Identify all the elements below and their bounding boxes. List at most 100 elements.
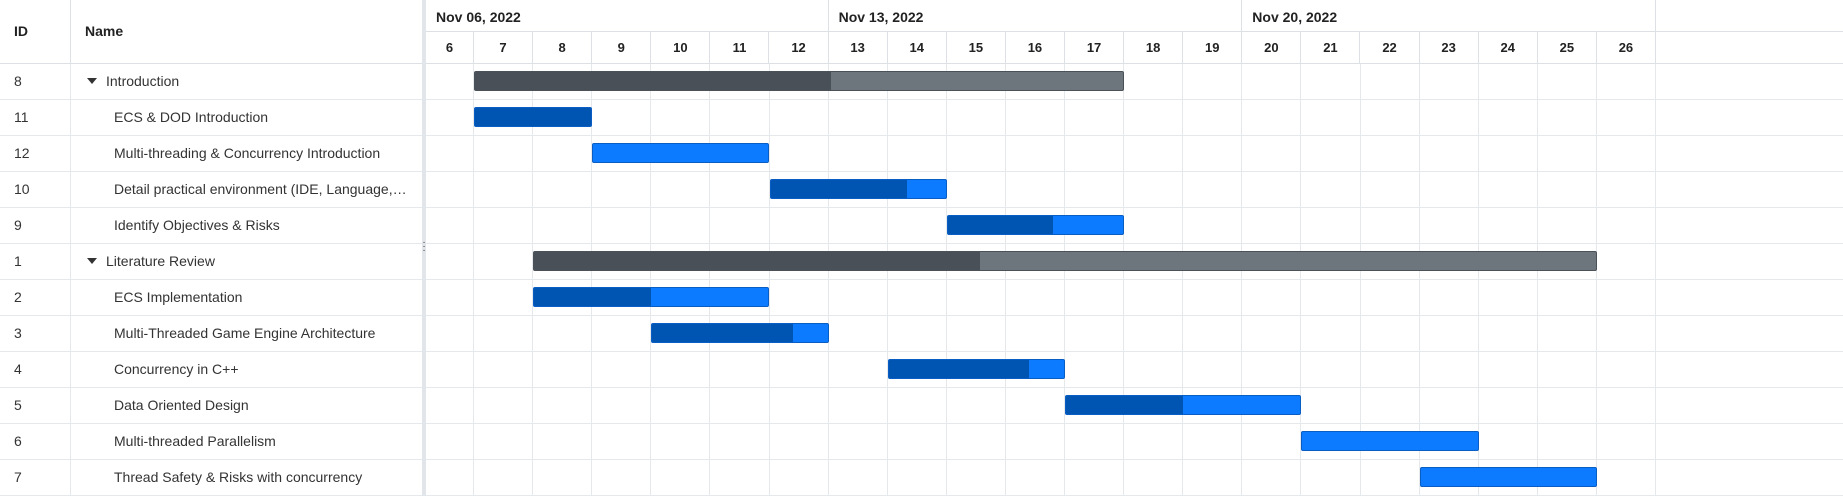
day-label: 6 [426, 32, 474, 63]
task-progress-fill [475, 108, 592, 126]
task-bar[interactable] [533, 287, 770, 307]
column-header-id[interactable]: ID [0, 0, 71, 63]
day-gridline [1655, 64, 1656, 496]
day-label: 14 [888, 32, 947, 63]
row-gridline [426, 423, 1843, 424]
day-gridline [591, 64, 593, 496]
task-name-label: Concurrency in C++ [114, 361, 239, 377]
task-grid: ID Name 8 Introduction 11 ECS & DOD Introdu… [0, 0, 422, 496]
summary-task-bar[interactable] [533, 251, 1597, 271]
summary-task-bar[interactable] [474, 71, 1125, 91]
task-name-label: Introduction [106, 73, 180, 89]
day-label: 20 [1242, 32, 1302, 63]
task-bar[interactable] [592, 143, 770, 163]
row-gridline [426, 315, 1843, 316]
day-label: 12 [770, 32, 829, 63]
task-name-label: Multi-threading & Concurrency Introducti… [114, 145, 381, 161]
day-gridline [1536, 64, 1538, 496]
day-label: 7 [474, 32, 534, 63]
task-bar[interactable] [1301, 431, 1479, 451]
task-row[interactable]: 5 Data Oriented Design [0, 388, 422, 424]
timeline-month-header: Nov 06, 2022 Nov 13, 2022 Nov 20, 2022 [426, 0, 1843, 32]
task-progress-fill [770, 180, 908, 198]
task-name-label: ECS & DOD Introduction [114, 109, 269, 125]
row-gridline [426, 99, 1843, 100]
task-id-cell: 4 [0, 352, 71, 387]
day-label: 16 [1006, 32, 1065, 63]
task-row[interactable]: 4 Concurrency in C++ [0, 352, 422, 388]
task-name-label: Detail practical environment (IDE, Langu… [114, 181, 422, 197]
task-id-cell: 7 [0, 460, 71, 495]
day-label: 23 [1420, 32, 1479, 63]
task-name-cell: Detail practical environment (IDE, Langu… [71, 172, 422, 207]
day-gridline [945, 64, 947, 496]
day-label: 17 [1065, 32, 1125, 63]
task-progress-fill [475, 72, 832, 90]
day-gridline [650, 64, 652, 496]
task-id-cell: 6 [0, 424, 71, 459]
task-name-label: Literature Review [106, 253, 215, 269]
collapse-caret-icon[interactable] [87, 258, 97, 264]
day-gridline [1123, 64, 1125, 496]
task-bar[interactable] [1419, 467, 1597, 487]
column-header-name[interactable]: Name [85, 23, 124, 39]
splitter-handle-icon[interactable]: · · · [422, 237, 426, 256]
task-row[interactable]: 10 Detail practical environment (IDE, Lan… [0, 172, 422, 208]
task-row[interactable]: 2 ECS Implementation [0, 280, 422, 316]
task-row[interactable]: 7 Thread Safety & Risks with concurrency [0, 460, 422, 496]
task-name-cell: Multi-threaded Parallelism [71, 424, 422, 459]
task-bar[interactable] [651, 323, 829, 343]
task-row[interactable]: 8 Introduction [0, 64, 422, 100]
task-row[interactable]: 3 Multi-Threaded Game Engine Architecture [0, 316, 422, 352]
row-gridline [426, 351, 1843, 352]
day-label: 22 [1361, 32, 1420, 63]
day-label: 10 [651, 32, 711, 63]
task-id-cell: 2 [0, 280, 71, 315]
day-gridline [709, 64, 711, 496]
row-gridline [426, 207, 1843, 208]
task-bar[interactable] [946, 215, 1125, 235]
day-gridline [1477, 64, 1479, 496]
row-gridline [426, 387, 1843, 388]
task-row[interactable]: 11 ECS & DOD Introduction [0, 100, 422, 136]
task-name-cell: Introduction [71, 64, 422, 99]
day-gridline [768, 64, 770, 496]
day-gridline [1064, 64, 1065, 496]
day-gridline [1359, 64, 1361, 496]
task-name-cell: Multi-Threaded Game Engine Architecture [71, 316, 422, 351]
task-name-label: Thread Safety & Risks with concurrency [114, 469, 363, 485]
task-name-cell: Literature Review [71, 244, 422, 279]
panel-splitter[interactable] [422, 0, 426, 496]
day-label: 19 [1183, 32, 1243, 63]
task-progress-fill [534, 288, 652, 306]
task-bar[interactable] [474, 107, 593, 127]
task-row[interactable]: 1 Literature Review [0, 244, 422, 280]
task-progress-fill [947, 216, 1053, 234]
task-row[interactable]: 6 Multi-threaded Parallelism [0, 424, 422, 460]
collapse-caret-icon[interactable] [87, 78, 97, 84]
day-label: 8 [533, 32, 593, 63]
day-gridline [1300, 64, 1302, 496]
row-gridline [426, 279, 1843, 280]
day-gridline [827, 64, 829, 496]
row-gridline [426, 135, 1843, 136]
task-progress-fill [1066, 396, 1184, 414]
task-name-cell: ECS & DOD Introduction [71, 100, 422, 135]
task-progress-fill [534, 252, 981, 270]
day-gridline [473, 64, 474, 496]
task-row[interactable]: 9 Identify Objectives & Risks [0, 208, 422, 244]
task-name-cell: Concurrency in C++ [71, 352, 422, 387]
task-id-cell: 11 [0, 100, 71, 135]
task-bar[interactable] [887, 359, 1065, 379]
task-bar[interactable] [1065, 395, 1302, 415]
task-id-cell: 12 [0, 136, 71, 171]
day-label: 21 [1301, 32, 1361, 63]
task-bar[interactable] [769, 179, 947, 199]
task-row[interactable]: 12 Multi-threading & Concurrency Introduc… [0, 136, 422, 172]
task-name-cell: Identify Objectives & Risks [71, 208, 422, 243]
task-name-label: Identify Objectives & Risks [114, 217, 280, 233]
row-gridline [426, 243, 1843, 244]
grid-header: ID Name [0, 0, 422, 64]
